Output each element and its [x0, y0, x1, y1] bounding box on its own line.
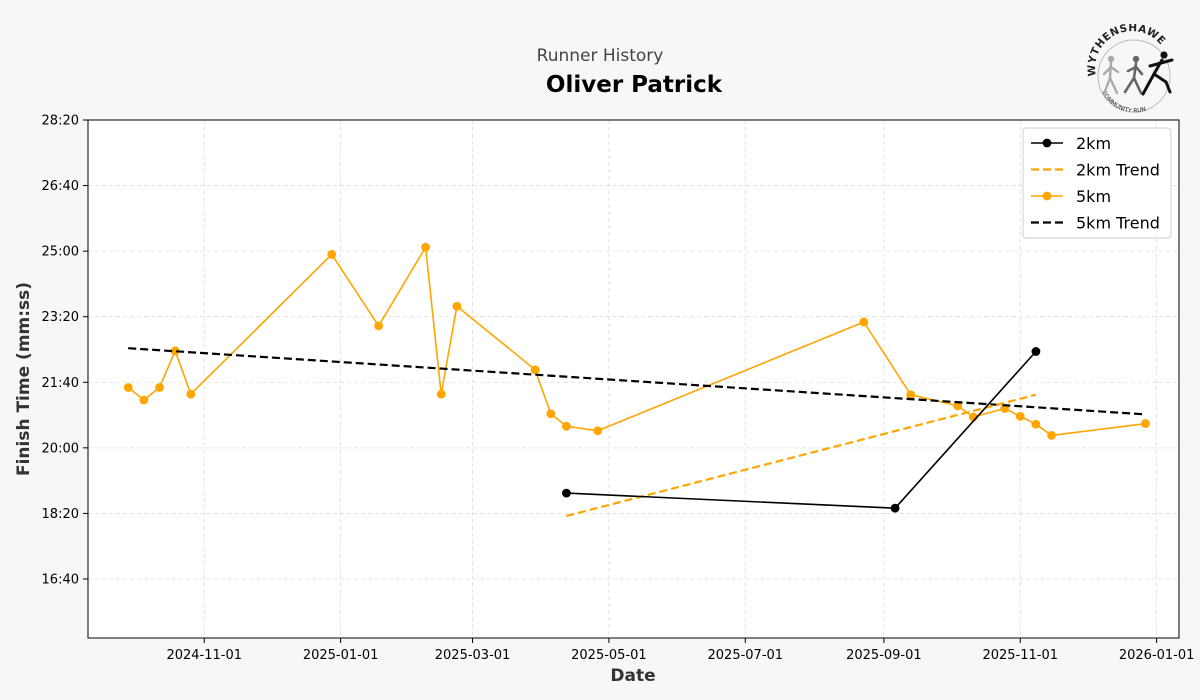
y-tick-label: 20:00	[42, 441, 79, 456]
series-5km-point	[452, 301, 462, 311]
y-tick-label: 18:20	[42, 507, 79, 522]
x-tick-label: 2026-01-01	[1119, 648, 1195, 663]
x-axis-title: Date	[610, 666, 655, 686]
series-5km-point	[1141, 419, 1150, 428]
legend-5km-label: 5km	[1076, 187, 1111, 206]
series-5km-point	[421, 242, 430, 252]
x-axis-ticks: 2024-11-01 2025-01-01 2025-03-01 2025-05-01…	[166, 638, 1194, 663]
series-5km-point	[1015, 411, 1025, 421]
runner-figures-icon	[1102, 51, 1174, 96]
y-axis-title: Finish Time (mm:ss)	[14, 282, 34, 476]
y-tick-label: 25:00	[42, 245, 79, 260]
series-2km-trend-line	[566, 393, 1037, 518]
series-5km-point	[859, 317, 869, 327]
series-2km-point	[562, 488, 571, 498]
chart-subtitle: Runner History	[536, 46, 664, 66]
x-tick-label: 2025-11-01	[982, 648, 1058, 663]
y-tick-label: 21:40	[42, 376, 79, 391]
legend: 2km 2km Trend 5km 5km Trend	[1022, 127, 1172, 239]
plot-frame	[87, 119, 1180, 639]
series-5km-point	[327, 250, 337, 259]
series-5km-point	[186, 389, 196, 399]
y-tick-label: 23:20	[42, 310, 79, 325]
series-5km-point	[530, 365, 540, 375]
y-tick-label: 28:20	[42, 114, 79, 129]
series-2km-point	[1031, 347, 1041, 356]
legend-2km-label: 2km	[1076, 134, 1111, 153]
x-tick-label: 2025-09-01	[846, 648, 922, 663]
y-axis-ticks: 16:40 18:20 20:00 21:40 23:20 25:00 26:40 28:20	[42, 114, 88, 587]
club-logo: WYTHENSHAWE COMMUNITY RUN	[1086, 24, 1174, 115]
legend-2km-marker	[1042, 138, 1052, 148]
series-5km-point	[436, 389, 446, 399]
series-5km-point	[1047, 430, 1056, 440]
x-tick-label: 2025-03-01	[435, 648, 511, 663]
series-5km-point	[139, 395, 149, 405]
y-tick-label: 16:40	[42, 572, 79, 587]
x-tick-label: 2024-11-01	[166, 648, 242, 663]
legend-5km-trend-label: 5km Trend	[1076, 214, 1160, 233]
series-2km-point	[890, 503, 900, 513]
x-tick-label: 2025-05-01	[571, 648, 647, 663]
chart-title: Oliver Patrick	[545, 72, 723, 98]
series-5km-point	[562, 421, 571, 431]
series-5km-point	[1031, 419, 1041, 429]
series-5km-point	[546, 409, 556, 419]
series-5km-point	[155, 383, 164, 392]
legend-box	[1022, 127, 1172, 239]
legend-2km-trend-label: 2km Trend	[1076, 161, 1160, 180]
series-5km-point	[123, 383, 133, 392]
x-tick-label: 2025-01-01	[303, 648, 379, 663]
plot-background	[88, 120, 1179, 638]
series-5km-point	[953, 401, 963, 411]
y-tick-label: 26:40	[42, 179, 79, 194]
series-5km-trend-line	[128, 347, 1146, 416]
series-layer	[123, 242, 1150, 518]
x-tick-label: 2025-07-01	[708, 648, 784, 663]
series-5km-point	[374, 321, 384, 331]
series-5km-point	[593, 426, 603, 436]
legend-5km-marker	[1042, 191, 1052, 201]
series-5km-point	[906, 390, 916, 400]
series-5km-point	[170, 346, 180, 356]
